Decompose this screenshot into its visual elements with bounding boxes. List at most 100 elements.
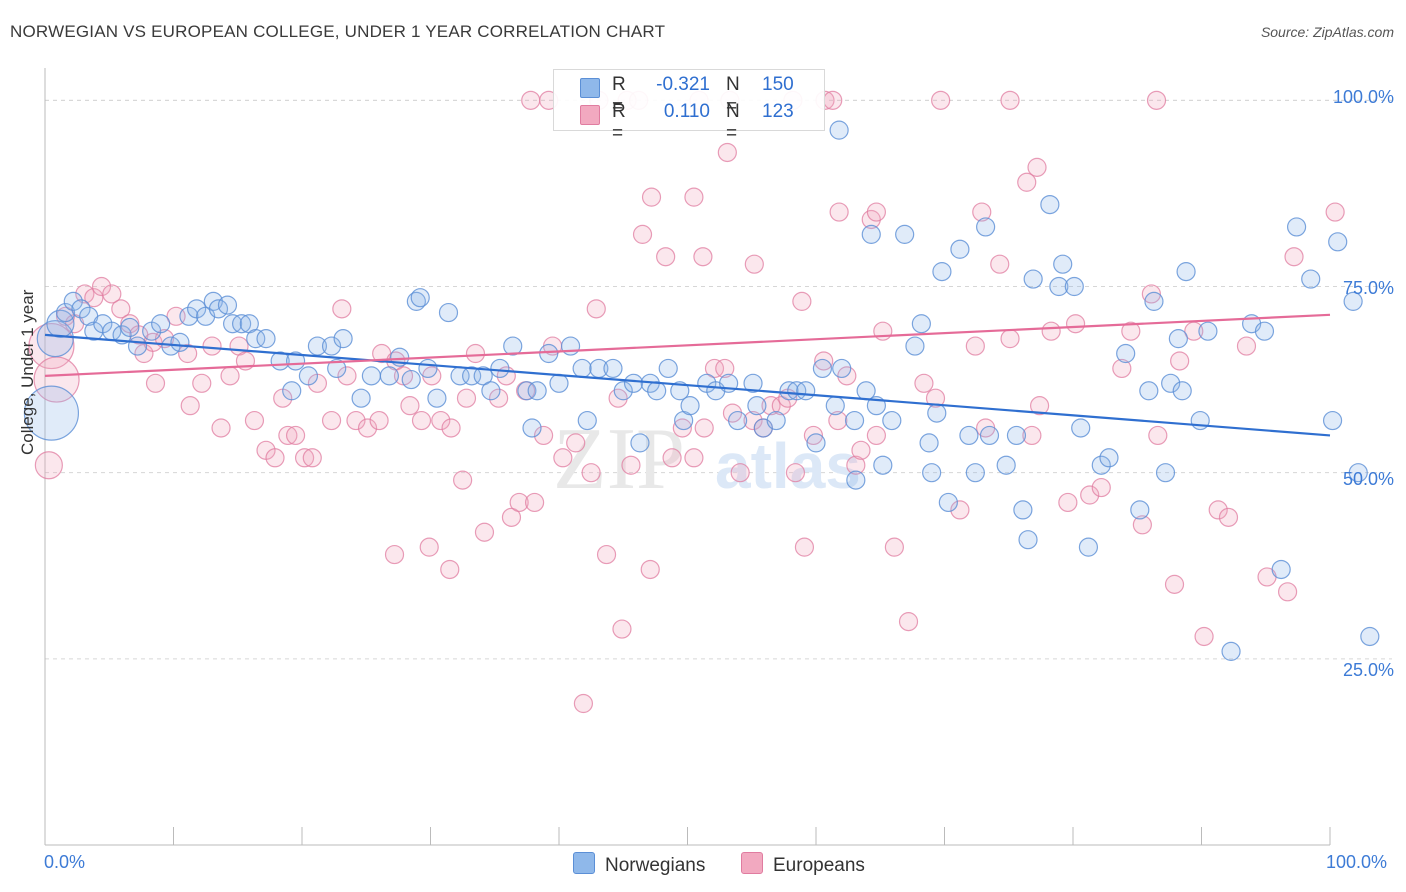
n-value: 123 — [762, 101, 794, 122]
point-european — [1141, 284, 1161, 304]
point-european — [440, 559, 460, 580]
point-norwegian — [1040, 194, 1060, 215]
point-european — [586, 299, 606, 319]
n-label: N = — [726, 101, 740, 144]
point-european — [846, 455, 866, 475]
source-credit: Source: ZipAtlas.com — [1260, 24, 1394, 40]
point-european — [1148, 425, 1168, 446]
point-european — [803, 425, 824, 446]
point-norwegian — [825, 396, 845, 416]
point-norwegian — [1130, 500, 1150, 520]
r-label: R = — [612, 74, 626, 117]
legend-item-europeans[interactable]: Europeans — [741, 852, 865, 877]
point-norwegian — [728, 410, 748, 431]
point-european — [662, 448, 682, 468]
point-european — [965, 336, 985, 356]
point-norwegian — [427, 388, 447, 408]
point-norwegian — [812, 358, 833, 379]
point-european — [111, 299, 131, 319]
point-norwegian — [919, 433, 939, 453]
point-norwegian — [438, 302, 459, 323]
n-label: N = — [726, 74, 740, 117]
point-european — [596, 544, 617, 565]
point-european — [771, 396, 791, 416]
point-norwegian — [670, 381, 690, 401]
point-norwegian — [1018, 530, 1038, 550]
trend-line-norwegians — [44, 333, 1331, 437]
point-european — [357, 418, 378, 438]
point-european — [294, 448, 315, 468]
r-label: R = — [612, 101, 626, 144]
point-norwegian — [256, 329, 276, 349]
point-european — [730, 463, 750, 483]
point-european — [180, 396, 200, 416]
point-european — [873, 321, 893, 341]
legend-swatch-europeans — [741, 852, 763, 874]
point-norwegian — [922, 463, 942, 483]
point-european — [761, 396, 781, 416]
point-european — [1132, 515, 1152, 535]
grid-lines — [45, 99, 1392, 660]
point-norwegian — [1091, 455, 1111, 475]
point-european — [1170, 351, 1190, 371]
point-norwegian — [796, 381, 816, 401]
point-european — [785, 463, 806, 483]
point-norwegian — [959, 425, 979, 446]
point-norwegian — [298, 366, 319, 386]
point-european — [1208, 500, 1228, 520]
point-norwegian — [1023, 269, 1043, 289]
point-norwegian — [1198, 321, 1218, 341]
point-european — [1325, 202, 1345, 222]
point-european — [823, 90, 843, 110]
point-european — [278, 425, 298, 446]
point-european — [1065, 314, 1086, 334]
point-european — [178, 343, 198, 364]
point-norwegian — [1116, 343, 1136, 364]
point-norwegian — [938, 492, 958, 513]
point-european — [851, 440, 871, 460]
point-european — [489, 388, 509, 408]
swatch-norwegians — [580, 78, 600, 98]
point-norwegian — [572, 358, 592, 379]
point-european — [384, 544, 405, 565]
point-norwegian — [379, 366, 399, 386]
point-european — [509, 492, 529, 513]
point-european — [302, 448, 322, 468]
point-norwegian — [481, 381, 501, 401]
point-european — [990, 254, 1010, 274]
point-norwegian — [873, 455, 893, 475]
y-tick-label: 100.0% — [1332, 87, 1394, 107]
point-european — [211, 418, 231, 438]
point-norwegian — [1286, 217, 1307, 237]
point-norwegian — [1301, 269, 1321, 289]
stats-legend: R = -0.321 N = 150 R = 0.110 N = 123 — [553, 69, 825, 144]
point-norwegian — [333, 329, 353, 349]
point-norwegian — [1161, 373, 1181, 393]
legend-label: Europeans — [773, 855, 865, 876]
legend-item-norwegians[interactable]: Norwegians — [573, 852, 705, 877]
point-norwegian — [647, 381, 667, 401]
point-european — [744, 254, 764, 274]
point-european — [829, 202, 849, 222]
point-norwegian — [1049, 276, 1069, 297]
point-norwegian — [613, 381, 633, 401]
point-european — [693, 247, 713, 267]
point-european — [102, 284, 122, 304]
point-norwegian — [1343, 291, 1363, 311]
point-norwegian — [307, 336, 328, 356]
point-european — [400, 396, 420, 416]
point-norwegian — [410, 288, 430, 308]
point-european — [898, 612, 919, 632]
point-european — [501, 507, 522, 527]
point-european — [441, 418, 461, 438]
point-european — [1058, 492, 1078, 513]
point-european — [521, 90, 541, 110]
point-european — [244, 410, 265, 431]
point-european — [1041, 321, 1061, 341]
point-norwegian — [882, 410, 902, 431]
point-norwegian — [927, 403, 947, 423]
watermark-atlas: atlas — [715, 430, 861, 502]
point-norwegian — [539, 343, 559, 364]
point-european — [1146, 90, 1167, 110]
